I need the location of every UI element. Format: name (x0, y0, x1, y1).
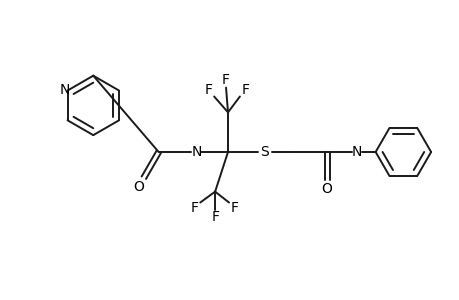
Text: F: F (204, 82, 212, 97)
Text: N: N (351, 145, 361, 159)
Text: F: F (230, 202, 238, 215)
Text: O: O (321, 182, 332, 196)
Text: F: F (190, 202, 198, 215)
Text: F: F (222, 73, 230, 87)
Text: S: S (260, 145, 269, 159)
Text: F: F (211, 210, 218, 224)
Text: O: O (133, 180, 144, 194)
Text: N: N (190, 145, 201, 159)
Text: F: F (241, 82, 249, 97)
Text: N: N (59, 82, 70, 97)
